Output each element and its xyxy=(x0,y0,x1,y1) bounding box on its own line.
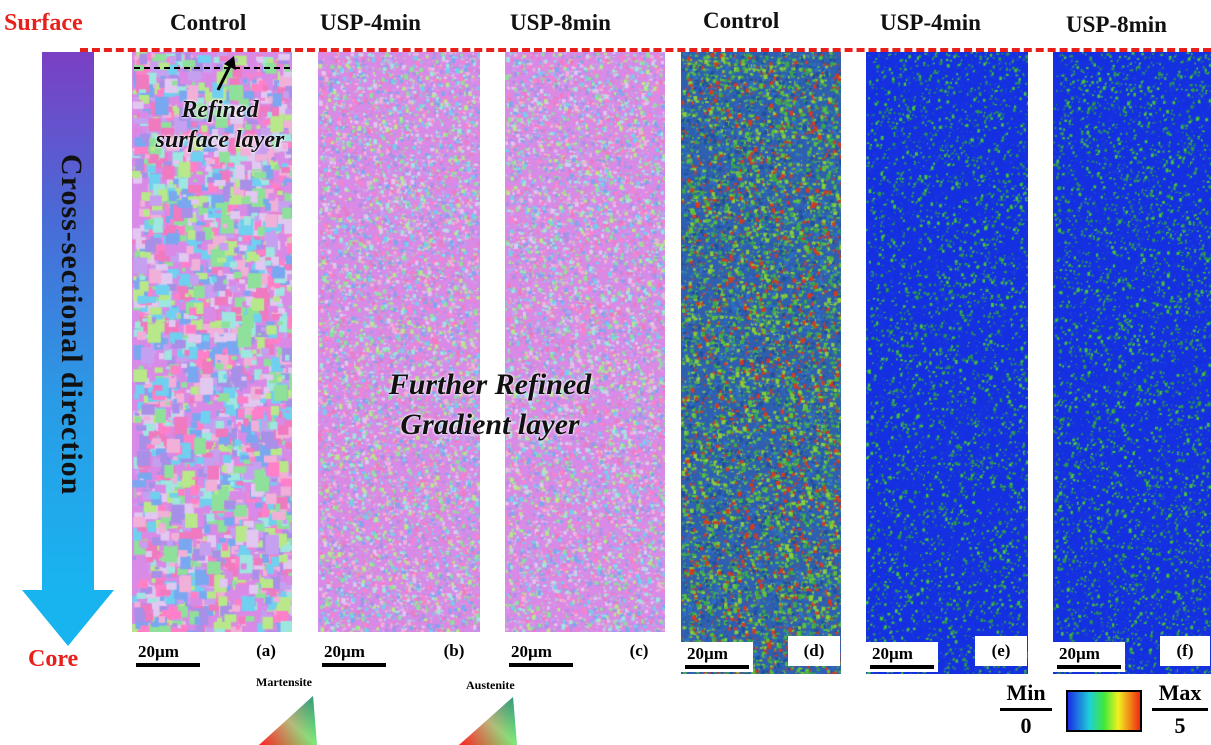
scale-bar-e: 20µm xyxy=(866,642,938,672)
column-title-c: USP-8min xyxy=(510,10,611,35)
scale-bar-line xyxy=(136,663,200,667)
gradient-annotation-line1: Further Refined xyxy=(388,368,592,401)
colorbar-min-value: 0 xyxy=(1020,713,1032,738)
martensite-ipf-triangle-icon xyxy=(259,696,317,745)
scale-bar-line xyxy=(509,663,573,667)
column-title-d: Control xyxy=(703,8,780,33)
surface-label: Surface xyxy=(4,10,83,36)
scale-bar-b: 20µm xyxy=(318,640,390,670)
panel-letter-a: (a) xyxy=(240,636,292,666)
refined-layer-dashed-line xyxy=(134,67,290,69)
kam-colorbar xyxy=(1066,690,1142,732)
scale-bar-line xyxy=(1057,665,1121,669)
colorbar-max-value: 5 xyxy=(1174,713,1186,738)
colorbar-min: Min 0 xyxy=(1000,680,1052,739)
micrograph-texture xyxy=(132,52,292,632)
scale-bar-label: 20µm xyxy=(511,642,552,661)
column-title-e: USP-4min xyxy=(880,10,981,35)
column-title-f: USP-8min xyxy=(1066,12,1167,37)
scale-bar-f: 20µm xyxy=(1053,642,1125,672)
scale-bar-line xyxy=(322,663,386,667)
kam-map-usp-4min xyxy=(866,52,1028,674)
column-title-a: Control xyxy=(170,10,247,35)
colorbar-min-label: Min xyxy=(1006,680,1046,705)
colorbar-max-label: Max xyxy=(1158,680,1202,705)
direction-arrow-head xyxy=(22,590,114,646)
micrograph-texture xyxy=(866,52,1028,674)
austenite-ipf-triangle-icon xyxy=(459,697,517,745)
refined-layer-arrow-icon xyxy=(216,56,236,91)
scale-bar-label: 20µm xyxy=(1059,644,1100,663)
scale-bar-label: 20µm xyxy=(324,642,365,661)
fraction-rule xyxy=(1000,708,1052,711)
direction-arrow-shaft xyxy=(42,52,94,592)
ipf-map-usp-8min xyxy=(505,52,665,632)
ipf-map-control xyxy=(132,52,292,632)
micrograph-texture xyxy=(681,52,841,674)
gradient-annotation-line2: Gradient layer xyxy=(400,408,580,441)
surface-dashed-line xyxy=(80,48,1211,52)
panel-letter-c: (c) xyxy=(613,636,665,666)
micrograph-texture xyxy=(1053,52,1211,674)
panel-letter-d: (d) xyxy=(788,636,840,666)
micrograph-texture xyxy=(505,52,665,632)
micrograph-texture xyxy=(318,52,480,632)
kam-map-usp-8min xyxy=(1053,52,1211,674)
fraction-rule xyxy=(1152,708,1208,711)
panel-letter-f: (f) xyxy=(1160,636,1210,666)
martensite-legend-label: Martensite xyxy=(256,675,312,689)
column-title-b: USP-4min xyxy=(320,10,421,35)
panel-letter-b: (b) xyxy=(428,636,480,666)
direction-label: Cross-sectional direction xyxy=(55,154,88,496)
scale-bar-line xyxy=(685,665,749,669)
panel-letter-e: (e) xyxy=(975,636,1027,666)
scale-bar-label: 20µm xyxy=(872,644,913,663)
refined-surface-annotation: Refined surface layer xyxy=(155,97,285,153)
scale-bar-label: 20µm xyxy=(138,642,179,661)
scale-bar-d: 20µm xyxy=(681,642,753,672)
scale-bar-line xyxy=(870,665,934,669)
colorbar-max: Max 5 xyxy=(1152,680,1208,739)
scale-bar-a: 20µm xyxy=(132,640,204,670)
scale-bar-label: 20µm xyxy=(687,644,728,663)
austenite-legend-label: Austenite xyxy=(466,678,515,692)
scale-bar-c: 20µm xyxy=(505,640,577,670)
kam-map-control xyxy=(681,52,841,674)
core-label: Core xyxy=(28,646,79,672)
ipf-map-usp-4min xyxy=(318,52,480,632)
